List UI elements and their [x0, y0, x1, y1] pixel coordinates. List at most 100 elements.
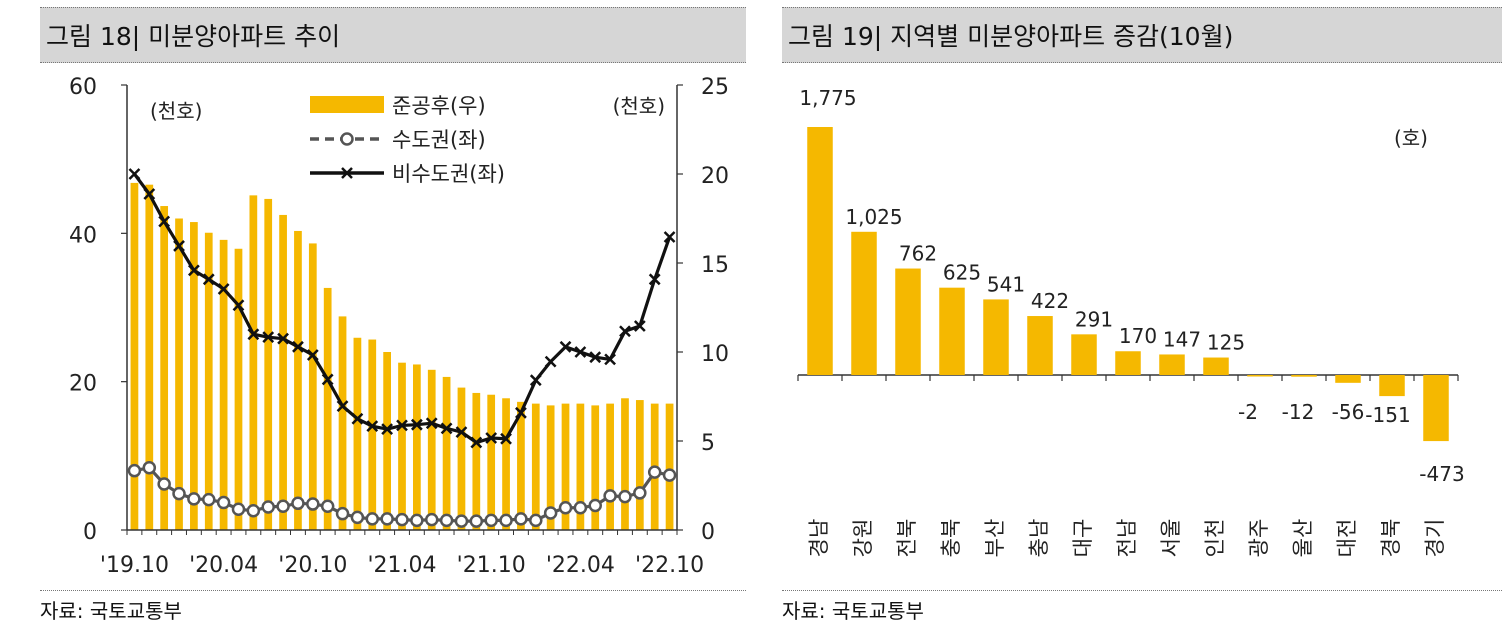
right-axis-tick-label: 5 — [701, 431, 715, 456]
capital-area-point — [187, 492, 201, 506]
non-capital-point — [559, 340, 572, 353]
non-capital-point — [500, 432, 512, 445]
panel-unsold-trend: 그림 18| 미분양아파트 추이 0 20 40 60 0 5 10 15 20 25 '19.10… — [0, 0, 748, 630]
bar-completed-unsold — [383, 352, 391, 530]
capital-area-point — [454, 514, 469, 528]
bar-value-label: 1,775 — [799, 86, 856, 110]
cross-mark-stroke — [351, 412, 364, 425]
capital-area-point — [603, 489, 617, 503]
cross-mark-stroke — [500, 432, 512, 445]
bar-value-label: 291 — [1075, 307, 1113, 331]
cross-mark-stroke — [277, 332, 289, 345]
bar-value-label: 147 — [1163, 327, 1201, 351]
cross-mark-stroke — [366, 420, 379, 433]
non-capital-point — [158, 215, 171, 228]
bar-value-label: 625 — [943, 261, 981, 285]
bar-completed-unsold — [442, 376, 451, 530]
left-axis-tick-label: 60 — [69, 75, 97, 100]
cross-mark-stroke — [336, 400, 349, 413]
capital-area-point — [172, 486, 186, 501]
non-capital-point — [128, 168, 141, 180]
non-capital-point — [143, 188, 156, 200]
unit-label: (호) — [1394, 126, 1428, 150]
non-capital-point — [425, 417, 438, 430]
cross-mark-stroke — [410, 418, 423, 431]
non-capital-point — [470, 436, 483, 449]
cross-mark-stroke — [128, 168, 141, 180]
cross-mark-stroke — [262, 331, 275, 344]
capital-area-point — [499, 513, 513, 528]
capital-area-point — [514, 512, 528, 526]
region-bar — [1379, 375, 1405, 397]
region-category-label: 대구 — [1071, 519, 1095, 558]
capital-area-point — [261, 500, 275, 514]
cross-mark-stroke — [589, 351, 602, 364]
source-note-left: 자료: 국토교통부 — [40, 590, 746, 624]
bar-completed-unsold — [546, 405, 555, 530]
non-capital-point — [574, 346, 587, 358]
x-axis-tick-label: '22.04 — [546, 553, 615, 578]
capital-area-point — [276, 499, 290, 514]
region-bar — [1159, 354, 1185, 375]
left-axis-tick-label: 20 — [69, 372, 97, 397]
capital-area-point — [484, 513, 498, 528]
bar-completed-unsold — [591, 405, 600, 530]
capital-area-point — [350, 510, 365, 525]
bar-completed-unsold — [249, 195, 258, 531]
region-category-label: 서울 — [1159, 519, 1183, 558]
non-capital-point — [202, 273, 215, 286]
non-capital-point — [217, 283, 230, 295]
capital-area-point — [142, 460, 157, 475]
bar-completed-unsold — [219, 239, 228, 531]
bar-value-label: -473 — [1419, 462, 1464, 486]
legend-marker-non-capital — [341, 167, 353, 179]
capital-area-point — [439, 513, 454, 528]
cross-mark-stroke — [396, 419, 408, 432]
cross-mark-stroke — [648, 273, 661, 286]
capital-area-point — [291, 496, 305, 511]
capital-area-point — [647, 465, 662, 479]
region-bar — [983, 299, 1009, 375]
bar-value-label: 422 — [1031, 289, 1069, 313]
capital-area-point — [320, 499, 335, 514]
capital-area-point — [306, 497, 320, 511]
region-bar — [895, 268, 921, 375]
bar-value-label: -56 — [1332, 400, 1365, 424]
cross-mark-stroke — [381, 423, 394, 436]
non-capital-point — [529, 374, 542, 387]
x-axis-tick-label: '20.10 — [278, 553, 347, 578]
cross-mark-stroke — [143, 188, 156, 200]
cross-mark-stroke — [633, 320, 646, 332]
capital-area-point — [588, 498, 602, 513]
capital-area-point — [157, 477, 171, 491]
non-capital-point — [663, 231, 676, 243]
x-axis-tick-label: '20.04 — [189, 553, 258, 578]
non-capital-point — [292, 340, 304, 353]
region-category-label: 경북 — [1379, 519, 1403, 558]
regional-change-chart: 1,775 경남 1,025 강원 762 전북 625 충북 541 부산 422 충남 291 대구 1… — [797, 86, 1465, 558]
bar-completed-unsold — [502, 398, 510, 530]
cross-mark-stroke — [202, 273, 215, 286]
non-capital-point — [173, 240, 185, 252]
region-bar — [1203, 357, 1229, 375]
bar-completed-unsold — [621, 398, 629, 530]
cross-mark-stroke — [544, 355, 557, 368]
region-category-label: 충북 — [939, 519, 963, 558]
bar-completed-unsold — [665, 403, 674, 530]
bar-completed-unsold — [323, 287, 332, 530]
non-capital-point — [381, 423, 394, 436]
right-axis-unit-label: (천호) — [613, 94, 665, 118]
non-capital-point — [440, 422, 453, 435]
bar-completed-unsold — [457, 387, 466, 530]
cross-mark-stroke — [515, 406, 527, 419]
region-bar — [1335, 375, 1361, 383]
non-capital-point — [410, 418, 423, 431]
bar-completed-unsold — [561, 403, 570, 530]
region-category-label: 경남 — [807, 519, 831, 558]
bar-completed-unsold — [204, 232, 213, 531]
bar-completed-unsold — [531, 403, 540, 530]
right-axis-tick-label: 15 — [701, 253, 729, 278]
cross-mark-stroke — [619, 325, 631, 338]
capital-area-point — [395, 512, 409, 527]
right-axis-tick-label: 10 — [701, 342, 729, 367]
